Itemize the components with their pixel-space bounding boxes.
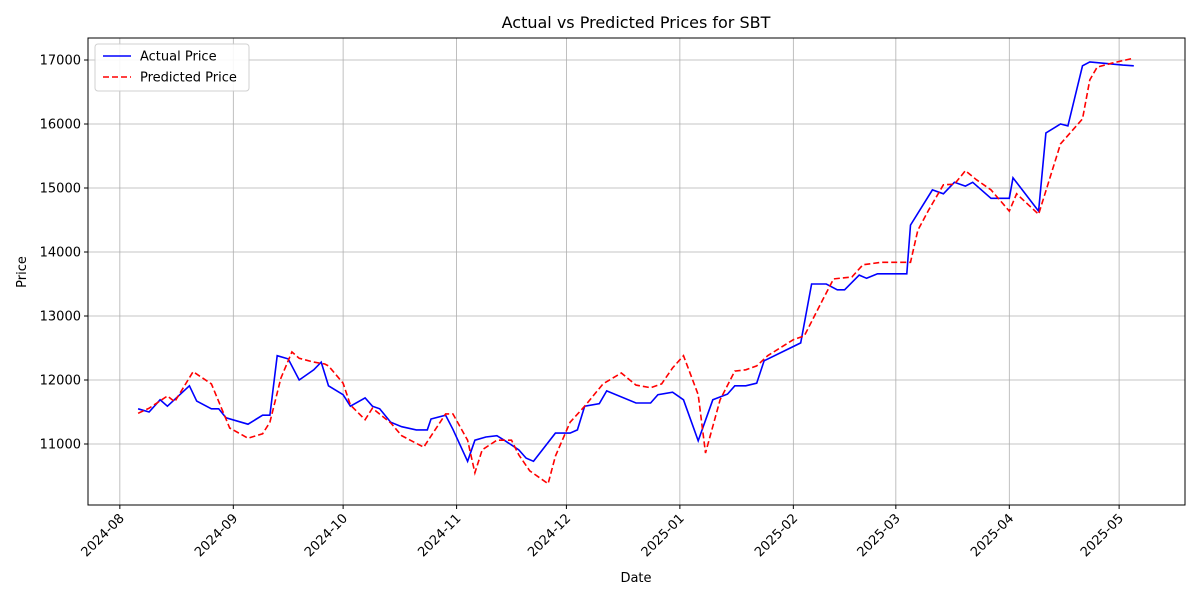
chart-title: Actual vs Predicted Prices for SBT [502, 13, 771, 32]
y-tick-label: 13000 [40, 310, 81, 325]
legend-box [94, 43, 250, 92]
y-tick-label: 14000 [40, 246, 81, 261]
y-axis-label: Price [15, 256, 30, 288]
grid [88, 38, 1185, 505]
y-tick-label: 12000 [40, 374, 81, 389]
x-axis-label: Date [620, 571, 651, 586]
plot-lines [137, 57, 1134, 486]
series-line [137, 57, 1134, 486]
y-tick-label: 17000 [40, 54, 81, 69]
legend-label: Actual Price [140, 50, 217, 65]
legend: Actual Price Predicted Price [94, 43, 250, 92]
legend-label: Predicted Price [140, 71, 237, 86]
y-tick-label: 11000 [40, 438, 81, 453]
y-tick-label: 15000 [40, 182, 81, 197]
plot-frame [87, 37, 1186, 506]
y-tick-label: 16000 [40, 118, 81, 133]
series-line [137, 61, 1134, 464]
